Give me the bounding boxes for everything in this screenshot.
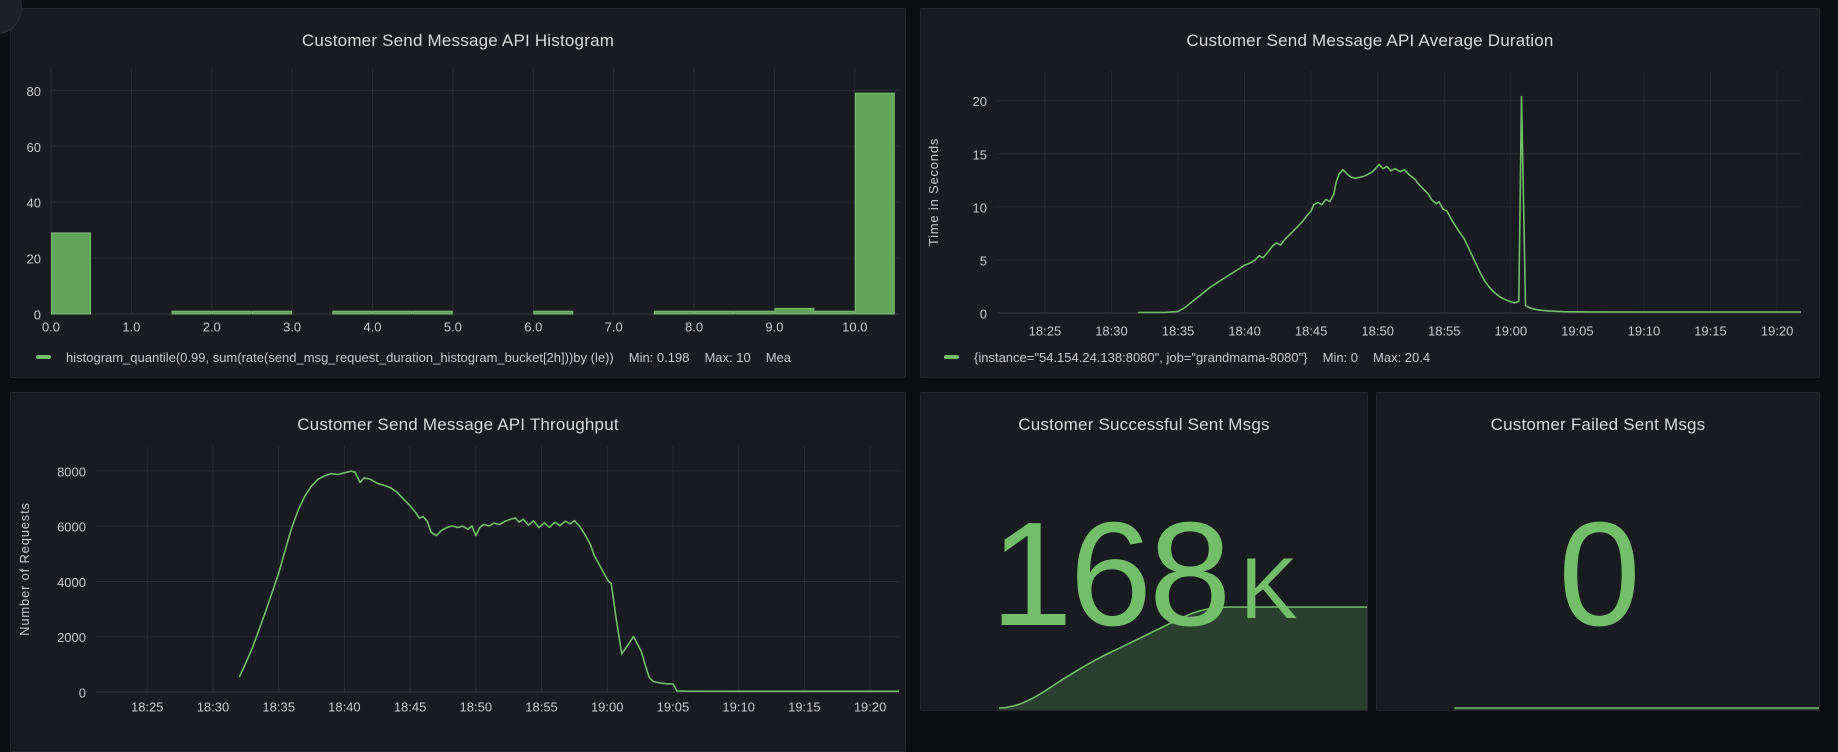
failed-sent-sparkline-canvas[interactable] — [1377, 393, 1819, 710]
x-tick-label: 18:50 — [460, 700, 493, 715]
y-tick-label: 2000 — [57, 630, 86, 645]
panel-title-average-duration[interactable]: Customer Send Message API Average Durati… — [1186, 31, 1554, 51]
legend-stat-label: Mea — [765, 349, 791, 365]
x-tick-label: 4.0 — [363, 320, 381, 335]
sparkline-line — [998, 606, 1367, 709]
average-duration-legend: {instance="54.154.24.138:8080", job="gra… — [944, 347, 1813, 367]
x-tick-label: 18:30 — [197, 700, 230, 715]
panel-title-successful-sent-msgs[interactable]: Customer Successful Sent Msgs — [1018, 415, 1270, 435]
histogram-legend: histogram_quantile(0.99, sum(rate(send_m… — [36, 347, 899, 367]
x-tick-label: 18:35 — [1162, 324, 1195, 339]
x-tick-label: 9.0 — [765, 320, 783, 335]
y-tick-label: 10 — [973, 200, 987, 215]
histogram-bar[interactable] — [533, 310, 574, 315]
x-tick-label: 19:05 — [657, 700, 690, 715]
x-tick-label: 3.0 — [283, 320, 301, 335]
legend-series-swatch[interactable] — [944, 355, 959, 359]
x-tick-label: 19:00 — [591, 700, 624, 715]
y-tick-label: 20 — [27, 252, 41, 267]
x-tick-label: 7.0 — [605, 320, 623, 335]
x-tick-label: 18:55 — [1428, 324, 1461, 339]
legend-series-label[interactable]: histogram_quantile(0.99, sum(rate(send_m… — [66, 349, 614, 365]
panel-title-throughput[interactable]: Customer Send Message API Throughput — [297, 415, 619, 435]
y-tick-label: 0 — [79, 686, 86, 701]
x-tick-label: 18:25 — [131, 700, 164, 715]
x-tick-label: 19:10 — [722, 700, 755, 715]
x-tick-label: 18:55 — [525, 700, 558, 715]
throughput-chart-canvas[interactable]: 0 2000 4000 6000 8000 18:25 18:30 18:35 18:40 18:… — [11, 393, 905, 751]
x-tick-label: 19:15 — [788, 700, 821, 715]
y-tick-label: 40 — [27, 196, 41, 211]
legend-stat-label: Min: 0.198 — [628, 349, 690, 365]
sparkline-area — [999, 607, 1367, 710]
legend-series-swatch[interactable] — [36, 355, 51, 359]
panel-histogram: Customer Send Message API Histogram 0 20 4… — [10, 8, 906, 378]
histogram-bar[interactable] — [734, 310, 775, 315]
x-tick-label: 18:40 — [1228, 324, 1261, 339]
series-line[interactable] — [1138, 95, 1801, 314]
y-tick-label: 80 — [27, 84, 41, 99]
legend-stat-label: Min: 0 — [1322, 349, 1359, 365]
panel-title-failed-sent-msgs[interactable]: Customer Failed Sent Msgs — [1490, 415, 1706, 435]
average-duration-chart-canvas[interactable]: 0 5 10 15 20 18:25 18:30 18:35 18:40 18:45 18:50 18… — [921, 9, 1819, 377]
panel-average-duration: Customer Send Message API Average Durati… — [920, 8, 1820, 378]
y-tick-label: 6000 — [57, 520, 86, 535]
series-line[interactable] — [238, 470, 899, 693]
x-tick-label: 18:30 — [1095, 324, 1128, 339]
histogram-bar[interactable] — [251, 310, 292, 315]
panel-failed-sent-msgs: Customer Failed Sent Msgs 0 — [1376, 392, 1820, 711]
x-tick-label: 5.0 — [444, 320, 462, 335]
x-tick-label: 18:25 — [1029, 324, 1062, 339]
x-tick-label: 0.0 — [42, 320, 60, 335]
legend-stat-label: Max: 20.4 — [1373, 349, 1431, 365]
y-tick-label: 4000 — [57, 575, 86, 590]
panel-throughput: Customer Send Message API Throughput 0 20… — [10, 392, 906, 752]
histogram-bar[interactable] — [51, 232, 91, 315]
histogram-chart-canvas[interactable]: 0 20 40 60 80 0.0 1.0 2.0 3.0 4.0 5.0 6.0 7.0 8.0 9.0 1… — [11, 9, 905, 377]
histogram-bar[interactable] — [653, 310, 694, 315]
x-tick-label: 19:20 — [854, 700, 887, 715]
x-tick-label: 19:20 — [1761, 324, 1794, 339]
histogram-bar[interactable] — [694, 310, 735, 315]
x-tick-label: 19:15 — [1694, 324, 1727, 339]
legend-series-label[interactable]: {instance="54.154.24.138:8080", job="gra… — [974, 349, 1308, 365]
histogram-bar[interactable] — [372, 310, 413, 315]
y-axis-label: Time in Seconds — [926, 138, 941, 246]
x-tick-label: 18:45 — [394, 700, 427, 715]
histogram-bar[interactable] — [412, 310, 453, 315]
histogram-bar[interactable] — [814, 310, 855, 315]
x-tick-label: 18:40 — [328, 700, 361, 715]
x-tick-label: 19:00 — [1495, 324, 1528, 339]
x-tick-label: 10.0 — [842, 320, 867, 335]
y-tick-label: 15 — [973, 147, 987, 162]
histogram-bar[interactable] — [211, 310, 252, 315]
successful-sent-sparkline-canvas[interactable] — [921, 393, 1367, 710]
histogram-bar[interactable] — [171, 310, 212, 315]
y-tick-label: 60 — [27, 140, 41, 155]
x-tick-label: 8.0 — [685, 320, 703, 335]
x-tick-label: 19:10 — [1628, 324, 1661, 339]
legend-stat-label: Max: 10 — [704, 349, 751, 365]
y-tick-label: 0 — [980, 307, 987, 322]
y-tick-label: 8000 — [57, 464, 86, 479]
x-tick-label: 1.0 — [122, 320, 140, 335]
x-tick-label: 18:45 — [1295, 324, 1328, 339]
x-tick-label: 2.0 — [203, 320, 221, 335]
y-tick-label: 0 — [34, 308, 41, 323]
y-tick-label: 20 — [973, 94, 987, 109]
x-tick-label: 18:35 — [262, 700, 295, 715]
histogram-bar[interactable] — [774, 307, 815, 315]
x-tick-label: 19:05 — [1561, 324, 1594, 339]
y-axis-label: Number of Requests — [17, 502, 32, 636]
histogram-bar[interactable] — [854, 92, 895, 315]
x-tick-label: 18:50 — [1361, 324, 1394, 339]
x-tick-label: 6.0 — [524, 320, 542, 335]
y-tick-label: 5 — [980, 253, 987, 268]
panel-title-histogram[interactable]: Customer Send Message API Histogram — [301, 31, 615, 51]
histogram-bar[interactable] — [332, 310, 373, 315]
panel-successful-sent-msgs: Customer Successful Sent Msgs 168 K — [920, 392, 1368, 711]
